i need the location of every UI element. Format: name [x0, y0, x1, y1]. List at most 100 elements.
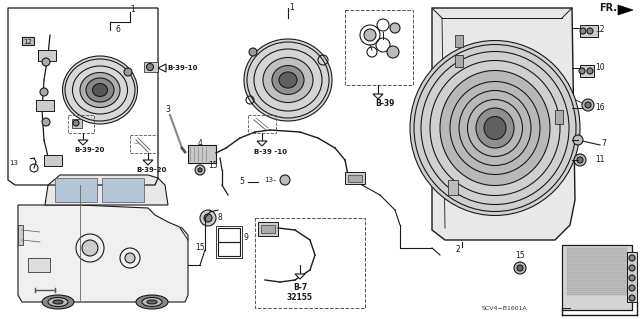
Ellipse shape [53, 300, 63, 304]
Text: B-39-20: B-39-20 [75, 147, 105, 153]
Ellipse shape [63, 56, 138, 124]
Bar [38, 50, 56, 61]
Ellipse shape [42, 295, 74, 309]
Text: 4: 4 [198, 138, 202, 147]
Bar [562, 245, 632, 310]
Circle shape [82, 240, 98, 256]
Bar [102, 178, 144, 202]
Text: B-39: B-39 [375, 99, 395, 108]
Text: 15: 15 [515, 250, 525, 259]
Circle shape [125, 253, 135, 263]
Bar [345, 10, 413, 85]
Circle shape [124, 68, 132, 76]
Polygon shape [257, 141, 267, 146]
Ellipse shape [86, 78, 114, 102]
Bar [567, 288, 627, 291]
Polygon shape [373, 94, 383, 99]
Bar [44, 155, 62, 166]
Bar [258, 222, 278, 236]
Bar [255, 218, 365, 308]
Bar [567, 284, 627, 287]
Text: 9: 9 [244, 233, 248, 241]
Bar [567, 264, 627, 267]
Bar [567, 268, 627, 271]
Circle shape [587, 28, 593, 34]
Circle shape [579, 68, 585, 74]
Circle shape [629, 295, 635, 301]
Polygon shape [45, 175, 168, 205]
Text: B-39-20: B-39-20 [137, 167, 167, 173]
Bar [248, 115, 276, 133]
Bar [348, 175, 362, 182]
Ellipse shape [263, 57, 313, 102]
Circle shape [147, 63, 154, 70]
Circle shape [629, 265, 635, 271]
Text: 6: 6 [116, 26, 120, 34]
Polygon shape [618, 5, 633, 15]
Text: B-7: B-7 [293, 284, 307, 293]
Circle shape [580, 28, 586, 34]
Circle shape [200, 210, 216, 226]
Circle shape [198, 168, 202, 172]
Polygon shape [78, 140, 88, 145]
Ellipse shape [440, 70, 550, 186]
Bar [18, 225, 23, 245]
Circle shape [514, 262, 526, 274]
Bar [55, 178, 97, 202]
Text: 15: 15 [195, 243, 205, 253]
Bar [580, 25, 598, 37]
Bar [68, 115, 94, 133]
Circle shape [574, 154, 586, 166]
Bar [567, 248, 627, 251]
Bar [216, 226, 242, 258]
Text: 15: 15 [208, 160, 218, 169]
Text: 8: 8 [218, 213, 222, 222]
Bar [218, 242, 240, 256]
Text: 12: 12 [24, 39, 33, 45]
Circle shape [585, 102, 591, 108]
Circle shape [204, 214, 212, 222]
Bar [345, 172, 365, 184]
Ellipse shape [80, 72, 120, 108]
Circle shape [195, 165, 205, 175]
Circle shape [390, 23, 400, 33]
Bar [36, 100, 54, 111]
Ellipse shape [484, 116, 506, 139]
Circle shape [573, 135, 583, 145]
Bar [448, 180, 458, 195]
Circle shape [387, 46, 399, 58]
Circle shape [364, 29, 376, 41]
Text: 13–: 13– [264, 177, 276, 183]
Bar [22, 37, 34, 45]
Ellipse shape [476, 108, 514, 148]
Bar [580, 65, 594, 77]
Bar [567, 292, 627, 295]
Ellipse shape [136, 295, 168, 309]
Bar [455, 35, 463, 47]
Bar [567, 256, 627, 259]
Bar [627, 252, 637, 302]
Text: 13: 13 [10, 160, 19, 166]
Text: SCV4−B1601A: SCV4−B1601A [482, 306, 528, 310]
Circle shape [582, 99, 594, 111]
Circle shape [280, 175, 290, 185]
Bar [567, 280, 627, 283]
Bar [28, 258, 50, 272]
Ellipse shape [147, 300, 157, 304]
Text: 2: 2 [456, 246, 460, 255]
Polygon shape [295, 274, 305, 279]
Circle shape [42, 118, 50, 126]
Circle shape [577, 157, 583, 163]
Bar [188, 145, 216, 163]
Bar [567, 276, 627, 279]
Bar [261, 225, 275, 233]
Polygon shape [432, 8, 575, 240]
Ellipse shape [410, 41, 580, 216]
Ellipse shape [279, 72, 297, 88]
Text: 16: 16 [595, 103, 605, 113]
Bar [144, 62, 158, 72]
Text: 10: 10 [595, 63, 605, 72]
Ellipse shape [48, 298, 68, 307]
Bar [130, 135, 158, 153]
Text: 32155: 32155 [287, 293, 313, 301]
